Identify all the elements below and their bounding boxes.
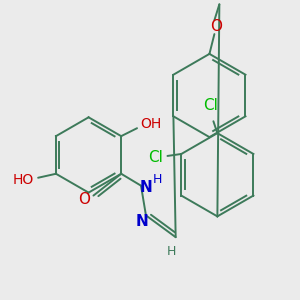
Text: H: H [153,173,163,186]
Text: Cl: Cl [203,98,218,113]
Text: O: O [79,192,91,207]
Text: Cl: Cl [148,150,163,165]
Text: N: N [140,180,152,195]
Text: HO: HO [13,173,34,187]
Text: N: N [136,214,148,229]
Text: OH: OH [140,117,161,131]
Text: O: O [210,19,222,34]
Text: H: H [167,244,176,258]
